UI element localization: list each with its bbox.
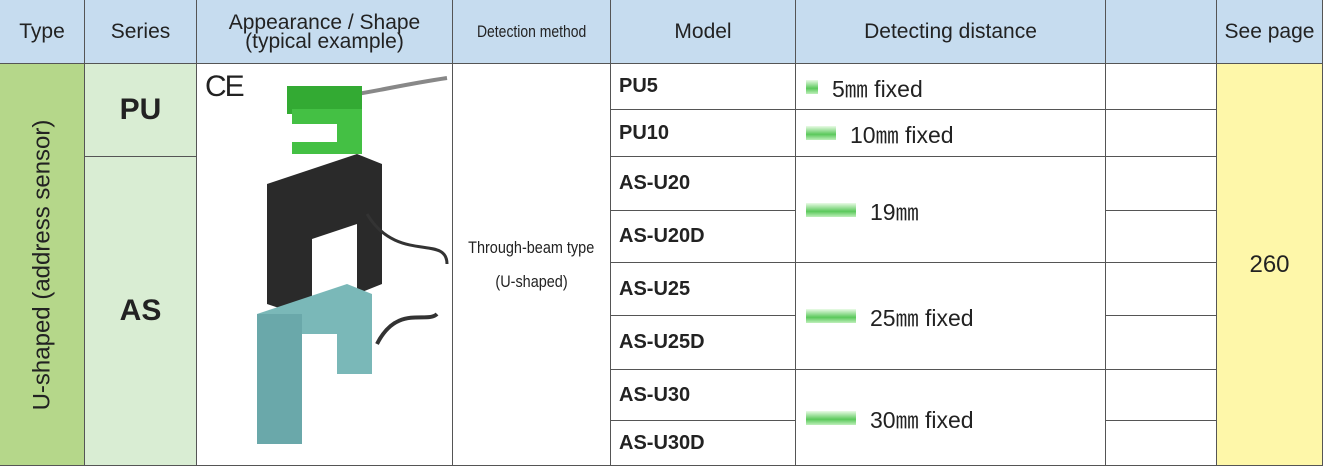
see-page-cell: 260 xyxy=(1217,64,1323,466)
header-cell: Appearance / Shape (typical example) xyxy=(197,0,453,64)
header-cell: Series xyxy=(85,0,197,64)
blank-cell xyxy=(1106,370,1217,421)
header-text: (typical example) xyxy=(245,29,404,53)
distance-bar xyxy=(806,309,856,323)
ce-mark: CE xyxy=(205,70,245,103)
see-page-text: 260 xyxy=(1249,250,1290,278)
header-text: Model xyxy=(674,20,732,43)
distance-bar xyxy=(806,126,836,140)
header-text: See page xyxy=(1224,20,1315,43)
model-text: AS-U30 xyxy=(619,383,691,406)
distance-cell: 10㎜ fixed xyxy=(796,110,1106,157)
blank-cell xyxy=(1106,211,1217,263)
distance-text: 19㎜ xyxy=(870,198,919,225)
distance-cell: 25㎜ fixed xyxy=(796,263,1106,370)
blank-cell xyxy=(1106,263,1217,316)
model-text: AS-U25 xyxy=(619,277,691,300)
blank-cell xyxy=(1106,157,1217,211)
blank-cell xyxy=(1106,421,1217,466)
series-cell: PU xyxy=(85,64,197,157)
header-cell: Type xyxy=(0,0,85,64)
series-text: PU xyxy=(119,93,162,126)
model-text: AS-U20 xyxy=(619,172,691,194)
model-cell: AS-U25D xyxy=(611,316,796,370)
header-text: Type xyxy=(19,20,65,43)
model-cell: PU10 xyxy=(611,110,796,157)
series-cell: AS xyxy=(85,157,197,466)
header-text: Series xyxy=(110,20,171,43)
distance-cell: 30㎜ fixed xyxy=(796,370,1106,466)
model-text: PU10 xyxy=(619,121,670,144)
header-text: Detection method xyxy=(476,22,587,41)
model-cell: AS-U30 xyxy=(611,370,796,421)
blank-cell xyxy=(1106,316,1217,370)
header-cell: See page xyxy=(1217,0,1323,64)
distance-text: 25㎜ fixed xyxy=(870,305,974,331)
header-text: Appearance / Shape xyxy=(228,10,421,34)
distance-text: 30㎜ fixed xyxy=(870,406,974,433)
model-text: AS-U30D xyxy=(619,431,705,454)
distance-text: 5㎜ fixed xyxy=(832,75,923,102)
distance-cell: 5㎜ fixed xyxy=(796,64,1106,110)
blank-cell xyxy=(1106,64,1217,110)
model-text: AS-U25D xyxy=(619,331,705,353)
type-text: U-shaped (address sensor) xyxy=(28,119,55,410)
model-cell: AS-U20D xyxy=(611,211,796,263)
distance-cell: 19㎜ xyxy=(796,157,1106,263)
detection-text: (U-shaped) xyxy=(495,271,568,291)
model-cell: AS-U30D xyxy=(611,421,796,466)
model-cell: PU5 xyxy=(611,64,796,110)
header-cell: Model xyxy=(611,0,796,64)
detection-cell: Through-beam type (U-shaped) xyxy=(453,64,611,466)
header-cell: Detecting distance xyxy=(796,0,1106,64)
header-text: Detecting distance xyxy=(864,20,1037,43)
header-cell xyxy=(1106,0,1217,64)
type-cell: U-shaped (address sensor) xyxy=(0,64,85,466)
model-text: PU5 xyxy=(619,75,658,97)
distance-bar xyxy=(806,410,856,425)
detection-text: Through-beam type xyxy=(468,237,595,257)
header-cell: Detection method xyxy=(453,0,611,64)
distance-bar xyxy=(806,202,856,217)
blank-cell xyxy=(1106,110,1217,157)
distance-bar xyxy=(806,79,818,94)
product-photos xyxy=(257,76,449,444)
model-cell: AS-U20 xyxy=(611,157,796,211)
model-text: AS-U20D xyxy=(619,225,705,247)
model-cell: AS-U25 xyxy=(611,263,796,316)
distance-text: 10㎜ fixed xyxy=(850,122,954,148)
series-text: AS xyxy=(119,294,162,327)
